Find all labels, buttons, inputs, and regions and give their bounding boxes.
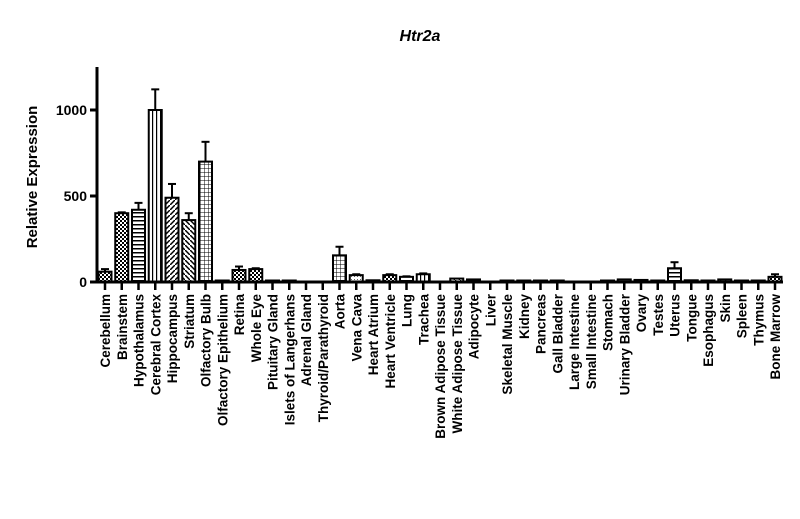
bar-cerebellum bbox=[97, 270, 113, 283]
x-tick-label: Lung bbox=[400, 294, 415, 327]
x-tick-label: Uterus bbox=[668, 294, 683, 337]
x-tick-label: Pituitary Gland bbox=[266, 294, 281, 390]
y-axis-label: Relative Expression bbox=[24, 106, 41, 249]
x-tick-label: Esophagus bbox=[701, 294, 716, 367]
x-tick-label: Islets of Langerhans bbox=[282, 294, 297, 425]
x-tick-label: Hypothalamus bbox=[132, 294, 147, 387]
y-tick-label: 500 bbox=[64, 188, 88, 204]
x-tick-label: Small Intestine bbox=[584, 294, 599, 390]
x-axis: Cerebellum Brainstem Hypothalamus Cerebral … bbox=[96, 280, 783, 439]
bar-cerebral-cortex bbox=[147, 109, 163, 283]
bar-whole-eye bbox=[248, 268, 264, 284]
x-tick-label: Cerebellum bbox=[98, 294, 113, 368]
x-tick-label: Striatum bbox=[182, 294, 197, 349]
bar-striatum bbox=[181, 219, 197, 283]
x-tick-label: Urinary Bladder bbox=[617, 293, 632, 395]
x-tick-label: Large Intestine bbox=[567, 294, 582, 391]
bar-uterus bbox=[667, 267, 682, 283]
x-tick-label: Stomach bbox=[601, 294, 616, 351]
y-axis: 0 500 1000 bbox=[56, 67, 99, 290]
x-tick-label: Testes bbox=[651, 294, 666, 336]
x-tick-label: Liver bbox=[483, 293, 498, 326]
x-tick-label: Vena Cava bbox=[349, 294, 364, 362]
x-tick-label: Retina bbox=[232, 294, 247, 336]
x-tick-label: Hippocampus bbox=[165, 294, 180, 383]
x-tick-label: Skin bbox=[718, 294, 733, 323]
x-tick-label: Skeletal Muscle bbox=[500, 294, 515, 395]
x-tick-label: Gall Bladder bbox=[550, 293, 565, 373]
x-tick-label: Spleen bbox=[735, 294, 750, 338]
bar-hypothalamus bbox=[131, 208, 146, 283]
x-tick-label: White Adipose Tissue bbox=[450, 294, 465, 434]
x-tick-label: Heart Atrium bbox=[366, 294, 381, 375]
bars bbox=[97, 88, 783, 284]
x-tick-label: Ovary bbox=[634, 294, 649, 333]
x-tick-label: Heart Ventricle bbox=[383, 294, 398, 389]
chart-title: Htr2a bbox=[400, 28, 441, 45]
x-tick-label: Pancreas bbox=[534, 294, 549, 354]
x-tick-label: Brown Adipose Tissue bbox=[433, 294, 448, 439]
y-tick-label: 1000 bbox=[56, 102, 87, 118]
x-tick-label: Cerebral Cortex bbox=[148, 294, 163, 396]
bar-aorta bbox=[332, 254, 347, 283]
bar-brainstem bbox=[114, 212, 130, 283]
x-tick-label: Trachea bbox=[416, 294, 431, 346]
x-tick-label: Olfactory Epithelium bbox=[215, 294, 230, 426]
x-tick-label: Adrenal Gland bbox=[299, 294, 314, 386]
bar-retina bbox=[231, 268, 247, 283]
x-tick-label: Aorta bbox=[333, 294, 348, 330]
x-tick-label: Adipocyte bbox=[467, 294, 482, 360]
x-tick-label: Kidney bbox=[517, 294, 532, 340]
x-tick-label: Tongue bbox=[684, 294, 699, 342]
bar-hippocampus bbox=[164, 196, 180, 283]
y-tick-label: 0 bbox=[79, 274, 87, 290]
x-tick-label: Thyroid/Parathyroid bbox=[316, 294, 331, 422]
bar-olfactory-bulb bbox=[198, 160, 213, 284]
x-tick-label: Whole Eye bbox=[249, 294, 264, 363]
x-tick-label: Thymus bbox=[751, 294, 766, 346]
x-tick-label: Bone Marrow bbox=[768, 294, 783, 380]
x-tick-label: Olfactory Bulb bbox=[199, 294, 214, 387]
x-tick-label: Brainstem bbox=[115, 294, 130, 360]
